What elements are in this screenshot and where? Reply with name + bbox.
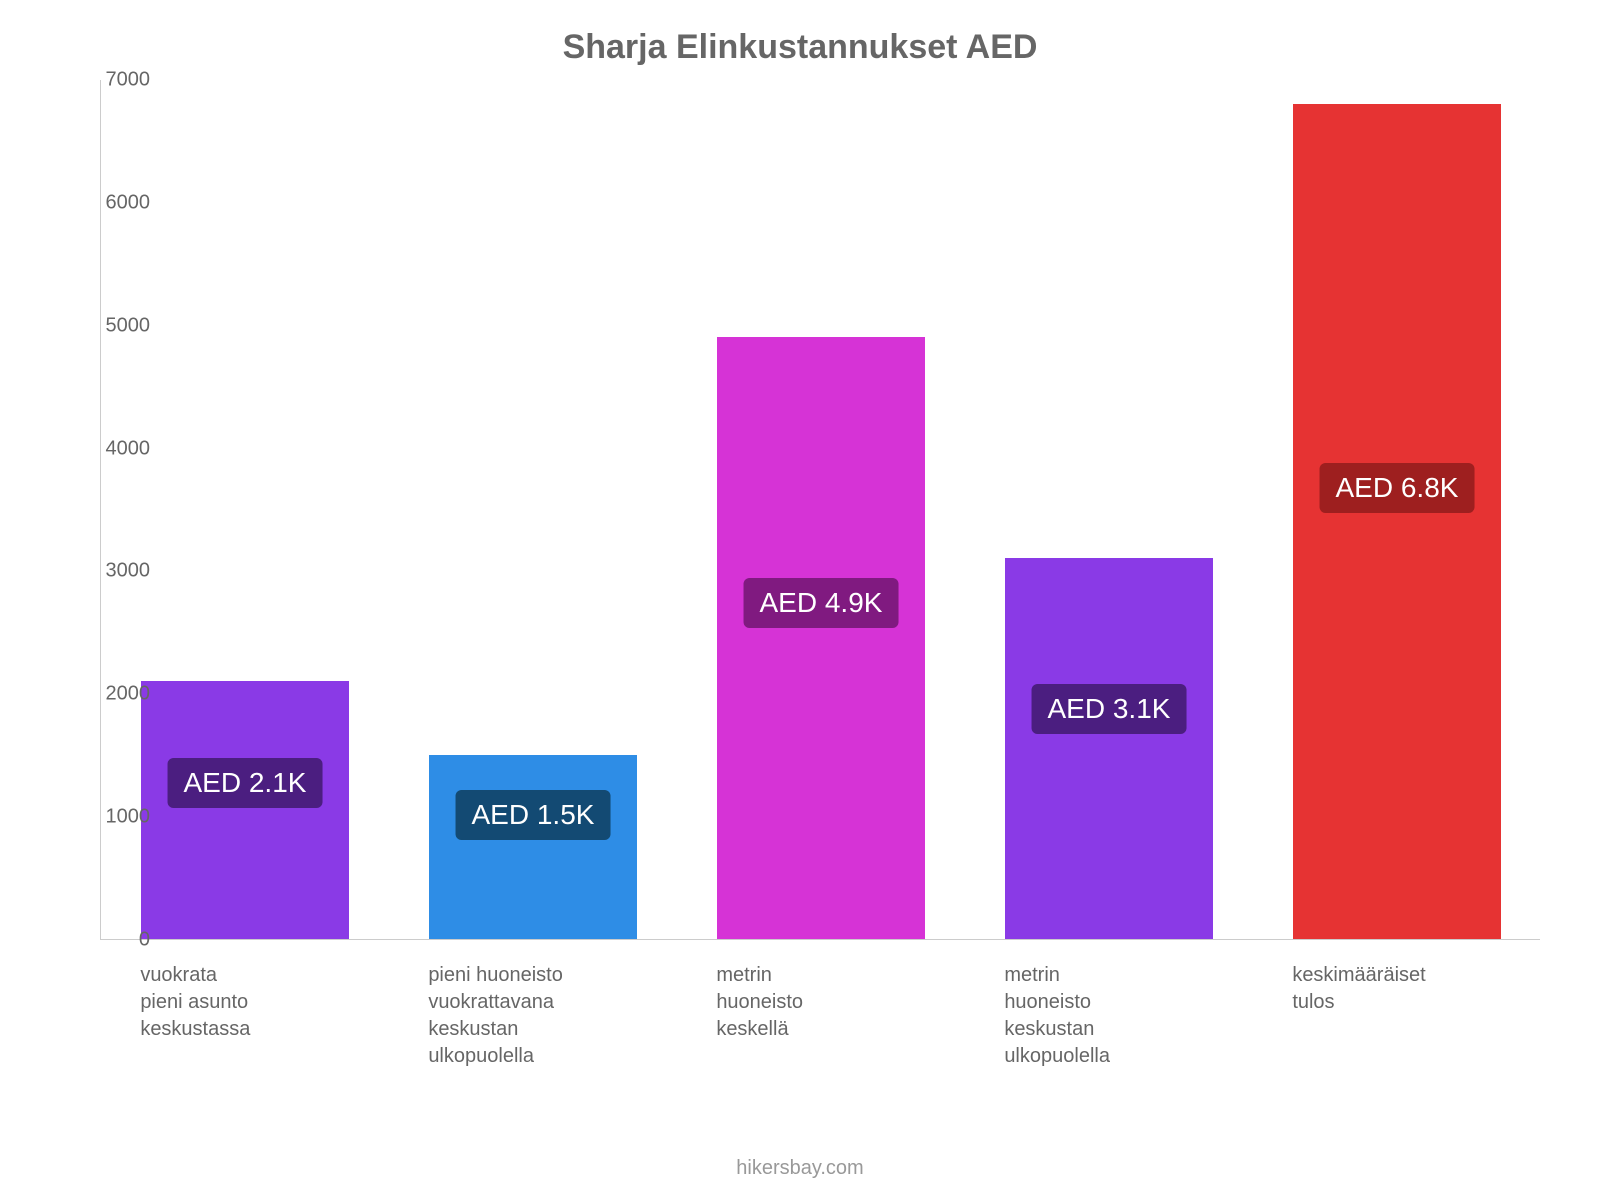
y-tick-label: 6000	[90, 191, 150, 214]
x-tick-label: metrinhuoneistokeskustanulkopuolella	[1004, 962, 1211, 1070]
y-tick-label: 3000	[90, 560, 150, 583]
bar: AED 3.1K	[1005, 558, 1212, 939]
bar: AED 1.5K	[429, 755, 636, 939]
y-tick-label: 4000	[90, 437, 150, 460]
y-tick-label: 5000	[90, 314, 150, 337]
bar: AED 2.1K	[141, 681, 348, 939]
y-tick-label: 0	[90, 929, 150, 952]
bar-value-badge: AED 4.9K	[744, 578, 899, 628]
plot-area: AED 2.1K AED 1.5K AED 4.9K AED 3.1K AED 6.8K	[100, 80, 1540, 940]
y-tick-label: 2000	[90, 683, 150, 706]
y-tick-label: 1000	[90, 806, 150, 829]
y-tick-label: 7000	[90, 69, 150, 92]
bar: AED 4.9K	[717, 337, 924, 939]
bar: AED 6.8K	[1293, 104, 1500, 939]
bar-value-badge: AED 3.1K	[1032, 684, 1187, 734]
x-tick-label: keskimääräisettulos	[1292, 962, 1499, 1016]
bar-value-badge: AED 1.5K	[456, 790, 611, 840]
chart-title: Sharja Elinkustannukset AED	[0, 28, 1600, 67]
bar-value-badge: AED 2.1K	[168, 758, 323, 808]
chart-container: Sharja Elinkustannukset AED AED 2.1KAED …	[0, 0, 1600, 1200]
x-tick-label: vuokratapieni asuntokeskustassa	[140, 962, 347, 1043]
x-tick-label: metrinhuoneistokeskellä	[716, 962, 923, 1043]
x-tick-label: pieni huoneistovuokrattavanakeskustanulk…	[428, 962, 635, 1070]
source-label: hikersbay.com	[0, 1157, 1600, 1180]
bar-value-badge: AED 6.8K	[1320, 463, 1475, 513]
x-axis-labels: vuokratapieni asuntokeskustassa pieni huo…	[100, 950, 1540, 1130]
